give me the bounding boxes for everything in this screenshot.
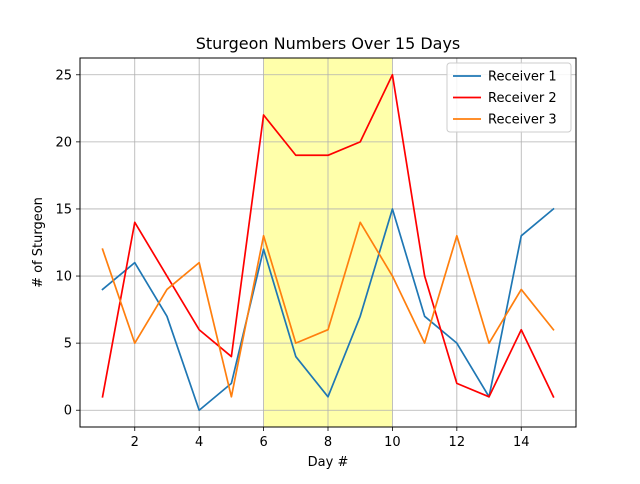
y-axis-label: # of Sturgeon <box>31 197 46 288</box>
y-tick-label: 10 <box>55 270 72 285</box>
x-axis-label: Day # <box>308 455 349 470</box>
y-tick-label: 25 <box>55 68 72 83</box>
legend-label-receiver-2: Receiver 2 <box>488 91 557 106</box>
series-line-receiver-2 <box>101 73 555 398</box>
tick-layer: 2 4 6 8 10 12 14 0 5 10 15 20 25 <box>55 68 529 450</box>
x-tick-label: 8 <box>324 435 332 450</box>
legend-label-receiver-3: Receiver 3 <box>488 113 557 128</box>
x-tick-label: 10 <box>384 435 401 450</box>
chart-title: Sturgeon Numbers Over 15 Days <box>196 34 461 53</box>
y-tick-label: 15 <box>55 202 72 217</box>
x-tick-label: 12 <box>449 435 466 450</box>
x-tick-label: 14 <box>513 435 530 450</box>
y-tick-label: 5 <box>64 337 72 352</box>
series-line-receiver-1 <box>101 207 555 412</box>
x-tick-label: 2 <box>131 435 139 450</box>
series-line-receiver-3 <box>101 221 555 398</box>
y-tick-label: 0 <box>64 404 72 419</box>
legend: Receiver 1 Receiver 2 Receiver 3 <box>446 62 572 133</box>
legend-label-receiver-1: Receiver 1 <box>488 70 557 85</box>
x-tick-label: 4 <box>195 435 203 450</box>
x-tick-label: 6 <box>259 435 267 450</box>
y-tick-label: 20 <box>55 135 72 150</box>
series-layer <box>101 73 555 412</box>
legend-box <box>446 62 572 133</box>
